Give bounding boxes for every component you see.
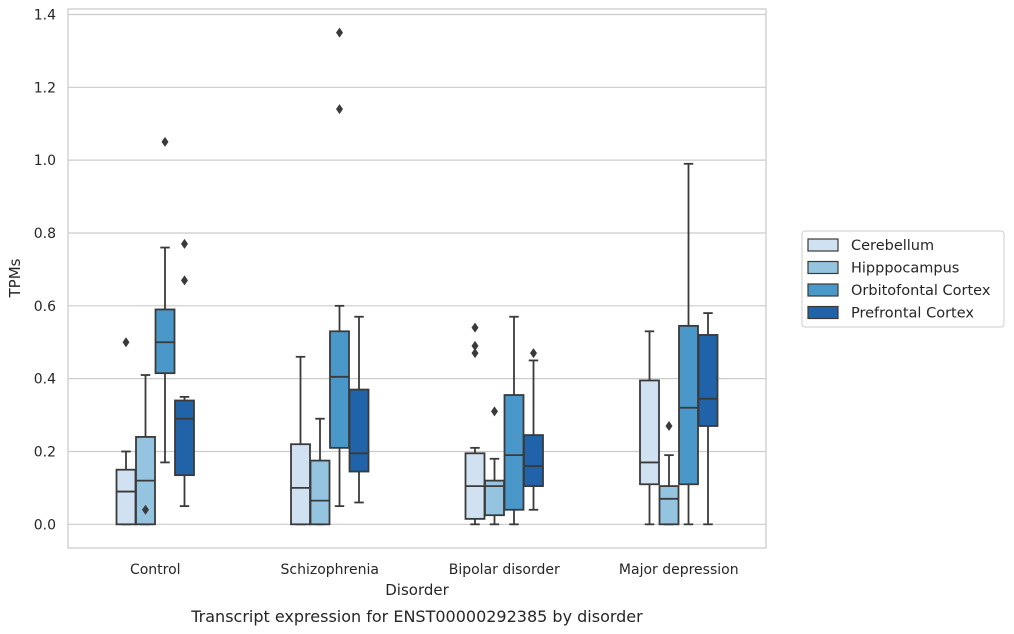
y-axis-label: TPMs: [6, 258, 24, 298]
box-1-2: [484, 406, 505, 526]
flier-point: [665, 420, 673, 431]
box-iqr: [174, 399, 195, 477]
x-tick-label: Major depression: [619, 562, 739, 578]
flier-point: [530, 348, 537, 359]
flier-point: [471, 322, 479, 333]
box-1-3: [658, 420, 680, 526]
box-0-3: [639, 330, 660, 526]
y-tick-label: 1.4: [34, 7, 56, 23]
y-tick-label: 0.6: [34, 299, 56, 315]
legend-frame: [801, 230, 1005, 328]
legend-swatch: [807, 260, 839, 275]
legend-label: Prefrontal Cortex: [851, 306, 974, 322]
y-tick-label: 1.0: [34, 153, 56, 169]
box-iqr: [115, 468, 137, 526]
box-2-3: [678, 162, 699, 526]
flier-point: [142, 504, 149, 515]
y-tick-labels: 0.0 0.2 0.4 0.6 0.8 1.0 1.2 1.4: [34, 7, 56, 533]
legend: Cerebellum Hipppocampus Orbitofontal Corte…: [801, 230, 1005, 328]
plot-boxes: [115, 27, 719, 526]
flier-point: [181, 275, 188, 286]
box-3-1: [348, 315, 370, 504]
box-iqr: [309, 459, 331, 526]
x-axis-label: Disorder: [385, 581, 449, 599]
x-tick-label: Schizophrenia: [281, 562, 379, 578]
box-3-0: [174, 238, 195, 508]
x-tick-label: Bipolar disorder: [449, 562, 560, 578]
flier-point: [471, 348, 479, 359]
box-0-0: [115, 337, 137, 526]
legend-item: Cerebellum: [807, 238, 934, 254]
legend-item: Orbitofontal Cortex: [807, 283, 991, 299]
box-3-3: [697, 312, 719, 526]
box-iqr: [639, 379, 660, 486]
legend-label: Orbitofontal Cortex: [851, 283, 991, 299]
flier-point: [122, 337, 130, 348]
box-2-1: [329, 27, 350, 508]
gridlines: [68, 13, 766, 525]
flier-point: [471, 340, 479, 351]
box-iqr: [348, 388, 370, 473]
flier-point: [336, 104, 343, 115]
x-tick-label: Control: [130, 562, 181, 578]
y-tick-label: 0.0: [34, 517, 56, 533]
box-iqr: [503, 394, 525, 511]
box-iqr: [697, 334, 719, 427]
box-1-0: [135, 374, 156, 526]
flier-point: [181, 238, 188, 249]
box-iqr: [154, 308, 176, 375]
box-2-2: [503, 315, 525, 526]
box-iqr: [523, 434, 544, 487]
box-iqr: [658, 485, 680, 526]
legend-label: Hipppocampus: [851, 261, 959, 277]
legend-swatch: [807, 238, 839, 252]
box-iqr: [678, 324, 699, 486]
y-tick-label: 0.4: [34, 372, 56, 388]
legend-item: Hipppocampus: [807, 260, 959, 277]
box-0-2: [464, 322, 486, 526]
y-tick-label: 0.8: [34, 226, 56, 242]
flier-point: [336, 27, 343, 38]
plot-frame: [67, 8, 767, 549]
x-tick-labels: Control Schizophrenia Bipolar disorder Majo…: [130, 562, 739, 578]
flier-point: [161, 136, 169, 147]
box-iqr: [290, 443, 311, 526]
flier-point: [491, 406, 498, 417]
legend-item: Prefrontal Cortex: [807, 305, 974, 322]
box-3-2: [523, 348, 544, 511]
y-tick-label: 0.2: [34, 444, 56, 460]
box-2-0: [154, 136, 176, 464]
box-0-1: [290, 355, 311, 526]
chart-caption: Transcript expression for ENST0000029238…: [190, 607, 643, 626]
legend-swatch: [807, 305, 839, 320]
legend-swatch: [807, 283, 839, 297]
legend-label: Cerebellum: [851, 238, 934, 254]
box-1-1: [309, 417, 331, 526]
box-iqr: [329, 330, 350, 449]
y-tick-label: 1.2: [34, 80, 56, 96]
